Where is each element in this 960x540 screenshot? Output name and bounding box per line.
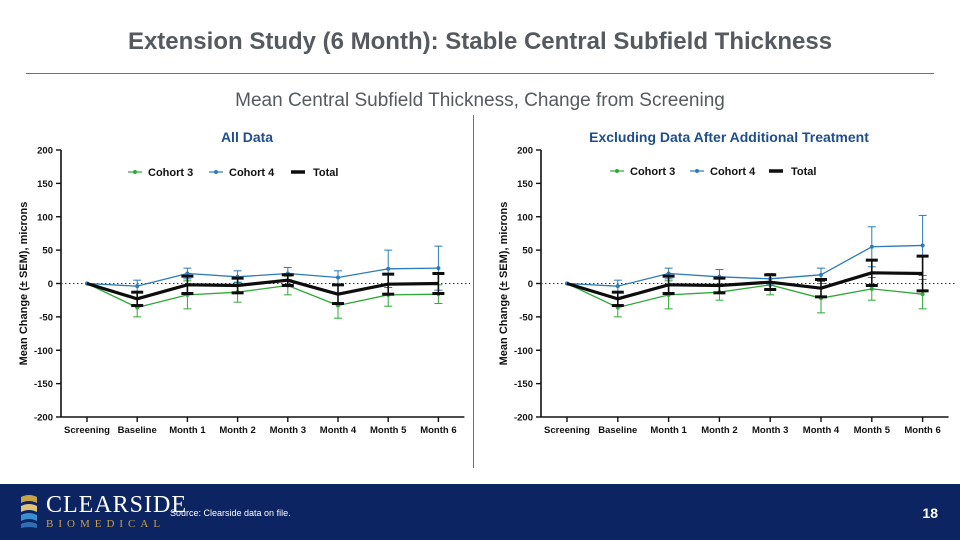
footer-bar: CLEARSIDE BIOMEDICAL Source: Clearside d… xyxy=(0,484,960,540)
legend-cohort-4-marker xyxy=(695,169,699,173)
brand-name: CLEARSIDE xyxy=(46,492,187,518)
x-tick-label: Month 4 xyxy=(320,425,357,436)
y-axis-label: Mean Change (± SEM), microns xyxy=(18,202,30,366)
y-tick-label: -150 xyxy=(514,379,533,390)
chart-separator xyxy=(473,115,474,468)
cohort-4-data-point xyxy=(615,284,620,289)
cohort-4-data-point xyxy=(135,284,140,289)
y-tick-label: 50 xyxy=(522,246,533,257)
x-tick-label: Month 1 xyxy=(169,425,206,436)
cohort-4-data-point xyxy=(869,244,874,249)
cohort-4-data-point xyxy=(666,271,671,276)
cohort-3-data-point xyxy=(869,286,874,291)
cohort-4-data-point xyxy=(819,272,823,277)
y-tick-label: 200 xyxy=(37,146,53,157)
y-tick-label: -50 xyxy=(519,312,533,323)
page-number: 18 xyxy=(922,505,938,521)
y-tick-label: 100 xyxy=(517,212,533,223)
x-tick-label: Baseline xyxy=(598,425,637,436)
x-tick-label: Screening xyxy=(544,425,590,436)
y-tick-label: 50 xyxy=(42,246,53,257)
y-axis-label: Mean Change (± SEM), microns xyxy=(498,202,510,366)
cohort-4-series-line xyxy=(86,267,439,287)
slide-subtitle: Mean Central Subfield Thickness, Change … xyxy=(235,90,725,111)
legend-cohort-4-label: Cohort 4 xyxy=(710,166,756,178)
y-tick-label: -150 xyxy=(34,379,53,390)
chart-all-data: All Data Mean Change (± SEM), microns 200 1… xyxy=(18,129,470,436)
clearside-logo-icon xyxy=(21,495,37,528)
cohort-4-data-point xyxy=(386,266,391,271)
x-tick-label: Month 6 xyxy=(420,425,456,436)
y-tick-label: 100 xyxy=(37,212,53,223)
x-tick-label: Month 1 xyxy=(650,425,687,436)
y-tick-label: -50 xyxy=(39,312,53,323)
total-series-line xyxy=(566,271,923,301)
legend-cohort-3-label: Cohort 3 xyxy=(148,167,193,179)
cohort-4-data-point xyxy=(185,271,190,276)
cohort-4-data-point xyxy=(920,243,925,248)
y-tick-label: 200 xyxy=(517,146,533,157)
legend-cohort-4-label: Cohort 4 xyxy=(229,167,275,179)
y-tick-label: -100 xyxy=(514,346,533,357)
cohort-3-series-line xyxy=(566,282,923,309)
legend-cohort-4-marker xyxy=(214,170,218,174)
y-tick-label: 150 xyxy=(517,179,533,190)
y-tick-label: 0 xyxy=(48,279,53,290)
y-tick-label: -200 xyxy=(34,413,53,424)
y-tick-label: 150 xyxy=(37,179,53,190)
chart-title: Excluding Data After Additional Treatmen… xyxy=(589,129,869,145)
x-tick-label: Baseline xyxy=(118,425,157,436)
cohort-4-data-point xyxy=(436,266,441,271)
x-tick-label: Month 3 xyxy=(270,425,306,436)
legend-cohort-3-label: Cohort 3 xyxy=(630,166,675,178)
cohort-4-series-line xyxy=(566,244,923,287)
x-tick-label: Month 3 xyxy=(752,425,788,436)
x-tick-label: Month 6 xyxy=(904,425,940,436)
source-note: Source: Clearside data on file. xyxy=(170,508,291,518)
x-tick-label: Month 5 xyxy=(370,425,407,436)
total-series-line xyxy=(86,278,439,301)
x-tick-label: Screening xyxy=(64,425,110,436)
chart-title: All Data xyxy=(221,129,273,145)
legend-cohort-3-marker xyxy=(133,170,137,174)
legend-total-label: Total xyxy=(791,166,816,178)
x-tick-label: Month 4 xyxy=(803,425,840,436)
x-tick-label: Month 5 xyxy=(854,425,891,436)
x-tick-label: Month 2 xyxy=(701,425,737,436)
brand-subtitle: BIOMEDICAL xyxy=(46,518,166,530)
chart-excluding-data: Excluding Data After Additional Treatmen… xyxy=(498,129,957,436)
cohort-3-series-line xyxy=(86,282,439,309)
legend-cohort-3-marker xyxy=(615,169,619,173)
legend-total-label: Total xyxy=(313,167,338,179)
cohort-4-data-point xyxy=(336,275,340,280)
cohort-3-data-point xyxy=(920,292,925,297)
title-divider xyxy=(26,73,934,74)
x-tick-label: Month 2 xyxy=(219,425,255,436)
y-tick-label: -200 xyxy=(514,413,533,424)
y-tick-label: 0 xyxy=(528,279,533,290)
slide-title: Extension Study (6 Month): Stable Centra… xyxy=(127,28,833,55)
y-tick-label: -100 xyxy=(34,346,53,357)
